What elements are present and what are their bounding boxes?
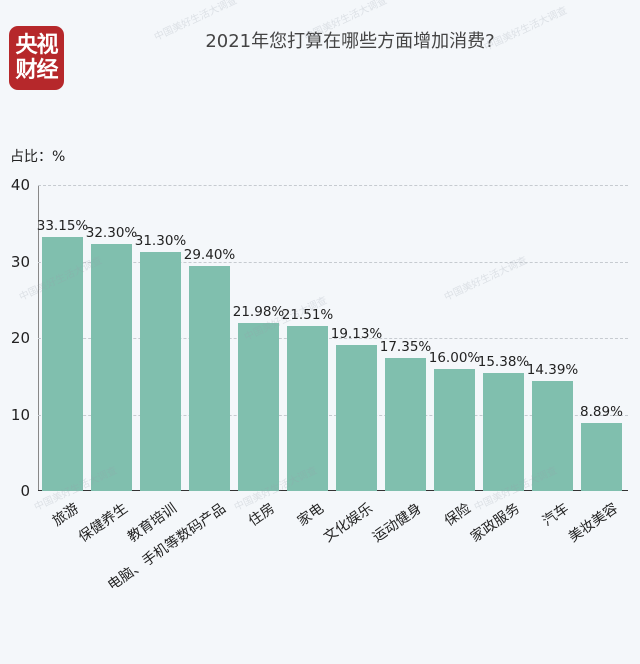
x-tick-label: 美妆美容 [565,500,621,546]
cctv-finance-logo: 央视 财经 [9,26,64,90]
plot-area: 0 10 20 30 40 33.15% 32.30% 31.30% 29.40% 21.98% 2… [11,176,628,500]
bar-value-label: 21.98% [232,303,285,320]
x-tick-label: 家政服务 [467,500,523,546]
x-tick-label: 保健养生 [75,500,131,546]
bar-value-label: 8.89% [580,403,623,420]
x-tick-label: 汽车 [539,500,572,530]
bar-value-label: 19.13% [330,325,383,342]
bar-2 [140,251,181,491]
logo-line-1: 央视 [15,33,58,58]
gridline [38,185,628,186]
y-tick-label: 40 [10,176,30,194]
bar-value-label: 16.00% [428,349,481,366]
logo-line-2: 财经 [15,58,58,83]
bar-value-label: 31.30% [134,232,187,249]
y-tick-label: 20 [10,329,30,347]
gridline [38,261,628,263]
bar-1 [91,243,132,491]
bar-6 [336,344,377,491]
x-tick-label: 住房 [245,500,278,530]
y-tick-label: 10 [10,405,30,424]
gridline [38,414,628,416]
chart-title: 2021年您打算在哪些方面增加消费? [205,31,495,52]
bar-9 [483,373,524,491]
y-tick-label: 30 [10,252,30,271]
bar-10 [532,380,573,491]
x-axis [38,490,628,491]
bar-0 [42,237,83,491]
bar-value-label: 14.39% [526,361,579,378]
bar-value-label: 21.51% [281,307,334,324]
bar-value-label: 29.40% [183,247,236,264]
gridline [38,338,628,339]
bar-value-label: 17.35% [379,339,432,356]
x-tick-label: 文化娱乐 [320,500,376,546]
bar-value-label: 32.30% [85,224,138,241]
x-tick-label: 家电 [294,500,327,530]
x-tick-label: 运动健身 [369,500,425,546]
bar-value-label: 33.15% [36,218,89,235]
bar-8 [434,368,475,491]
x-tick-label: 旅游 [49,500,82,530]
bar-4 [238,322,279,491]
y-axis-unit-label: 占比：% [10,149,66,165]
y-tick-label: 0 [20,482,30,500]
bar-11 [581,423,622,491]
bar-3 [189,266,230,491]
bar-5 [287,326,328,491]
x-tick-label: 保险 [441,500,474,530]
bar-7 [385,358,426,491]
bar-value-label: 15.38% [477,354,530,371]
